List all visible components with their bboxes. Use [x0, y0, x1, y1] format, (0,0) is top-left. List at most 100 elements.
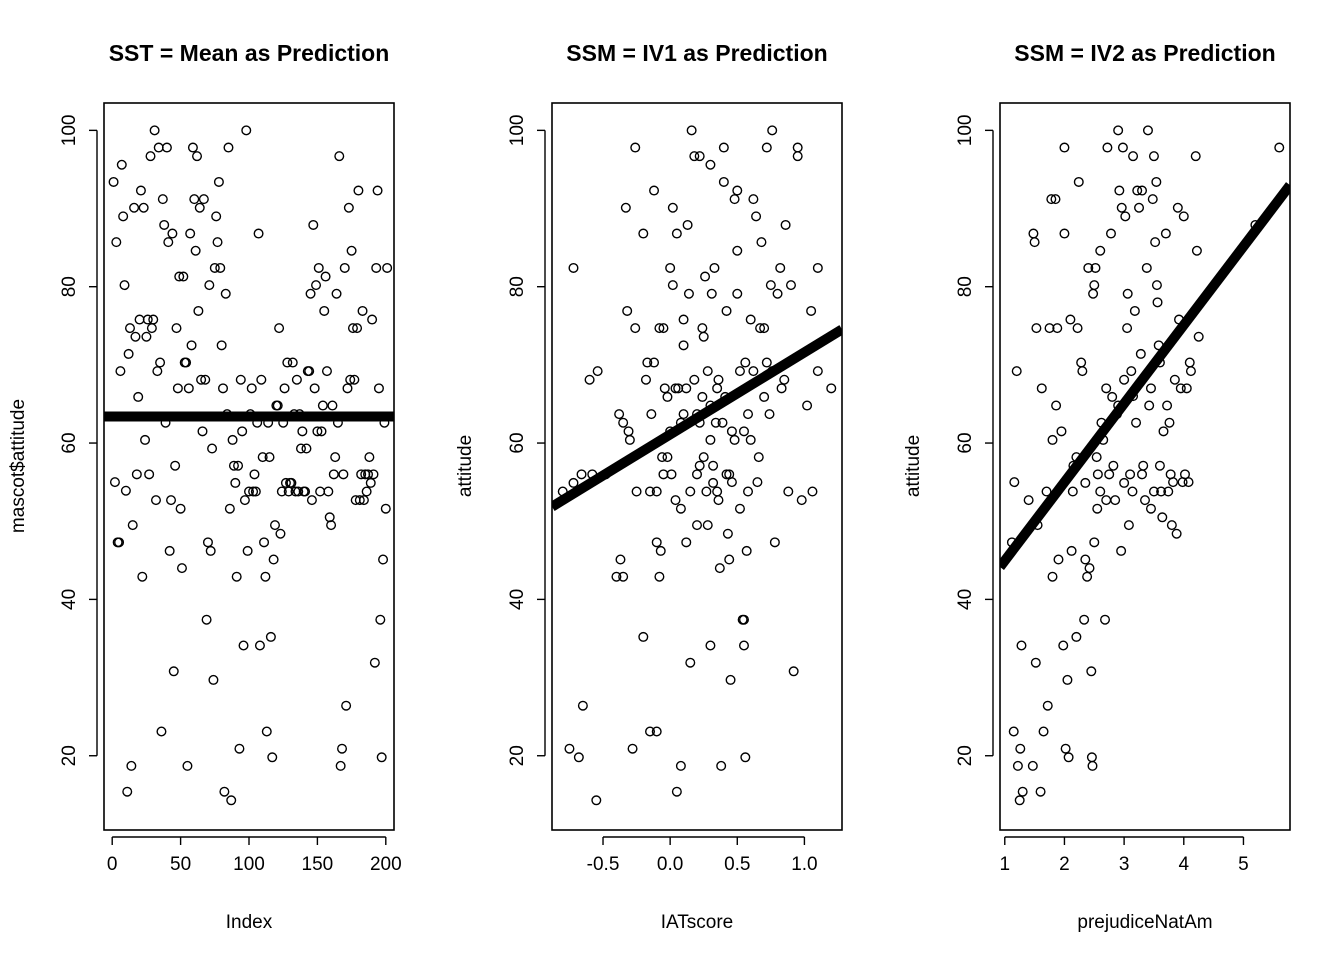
data-point [1156, 486, 1167, 497]
data-point [1166, 520, 1177, 531]
y-tick-label: 80 [59, 276, 80, 297]
data-point [807, 486, 818, 497]
data-point [645, 726, 656, 737]
data-point [670, 495, 681, 506]
data-point [1095, 245, 1106, 256]
data-point [1134, 202, 1145, 213]
data-point [1175, 383, 1186, 394]
data-point [294, 409, 305, 420]
data-point [756, 237, 767, 248]
panel3-fit-line-layer [1000, 182, 1290, 571]
data-point [1148, 151, 1159, 162]
data-point [269, 520, 280, 531]
data-point [748, 194, 759, 205]
panel1-y-axis: 20 40 60 80 100 [59, 115, 98, 766]
y-tick-label: 20 [59, 745, 80, 766]
data-point [131, 469, 142, 480]
data-point [1062, 674, 1073, 685]
panel-ssm-iv2: SSM = IV2 as Prediction 1 2 3 4 5 20 40 60 80 10… [903, 40, 1291, 933]
data-point [698, 452, 709, 463]
data-point [349, 374, 360, 385]
data-point [780, 219, 791, 230]
data-point [1119, 374, 1130, 385]
data-point [1071, 452, 1082, 463]
data-point [1077, 366, 1088, 377]
data-point [638, 228, 649, 239]
data-point [767, 366, 778, 377]
data-point [1126, 366, 1137, 377]
y-tick-label: 40 [955, 589, 976, 610]
data-point [286, 477, 297, 488]
data-point [364, 452, 375, 463]
data-point [662, 391, 673, 402]
data-point [332, 417, 343, 428]
fit-line [1000, 182, 1290, 571]
data-point [274, 323, 285, 334]
panel3-x-axis: 1 2 3 4 5 [999, 836, 1249, 875]
data-point [226, 795, 237, 806]
data-point [1179, 469, 1190, 480]
data-point [1138, 460, 1149, 471]
data-point [667, 202, 678, 213]
data-point [171, 323, 182, 334]
data-point [170, 460, 181, 471]
data-point [1009, 477, 1020, 488]
data-point [1122, 288, 1133, 299]
data-point [144, 469, 155, 480]
data-point [1128, 151, 1139, 162]
data-point [313, 262, 324, 273]
data-point [743, 486, 754, 497]
data-point [238, 640, 249, 651]
data-point [1042, 700, 1053, 711]
data-point [334, 151, 345, 162]
data-point [202, 537, 213, 548]
data-point [124, 323, 135, 334]
data-point [134, 314, 145, 325]
data-point [591, 795, 602, 806]
data-point [717, 417, 728, 428]
data-point [694, 151, 705, 162]
data-point [1104, 469, 1115, 480]
data-point [201, 614, 212, 625]
data-point [130, 331, 141, 342]
data-point [812, 366, 823, 377]
data-point [1145, 383, 1156, 394]
data-point [126, 760, 137, 771]
data-point [371, 262, 382, 273]
data-point [1088, 288, 1099, 299]
data-point [577, 700, 588, 711]
data-point [573, 752, 584, 763]
data-point [1051, 400, 1062, 411]
data-point [732, 185, 743, 196]
data-point [138, 202, 149, 213]
data-point [1052, 323, 1063, 334]
data-point [1071, 631, 1082, 642]
data-point [689, 374, 700, 385]
data-point [304, 366, 315, 377]
data-point [657, 452, 668, 463]
data-point [308, 219, 319, 230]
data-point [1058, 640, 1069, 651]
data-point [176, 563, 187, 574]
data-point [759, 391, 770, 402]
data-point [738, 640, 749, 651]
data-point [194, 202, 205, 213]
data-point [1141, 262, 1152, 273]
data-point [331, 288, 342, 299]
data-point [1168, 477, 1179, 488]
data-point [1083, 262, 1094, 273]
data-point [1152, 297, 1163, 308]
data-point [710, 417, 721, 428]
data-point [1131, 417, 1142, 428]
data-point [1082, 571, 1093, 582]
data-point [347, 323, 358, 334]
data-point [220, 288, 231, 299]
data-point [108, 176, 119, 187]
data-point [376, 752, 387, 763]
x-tick-label: 50 [170, 854, 191, 875]
y-tick-label: 100 [955, 115, 976, 147]
data-point [692, 469, 703, 480]
x-tick-label: 0.0 [657, 854, 683, 875]
data-point [215, 262, 226, 273]
data-point [181, 357, 192, 368]
